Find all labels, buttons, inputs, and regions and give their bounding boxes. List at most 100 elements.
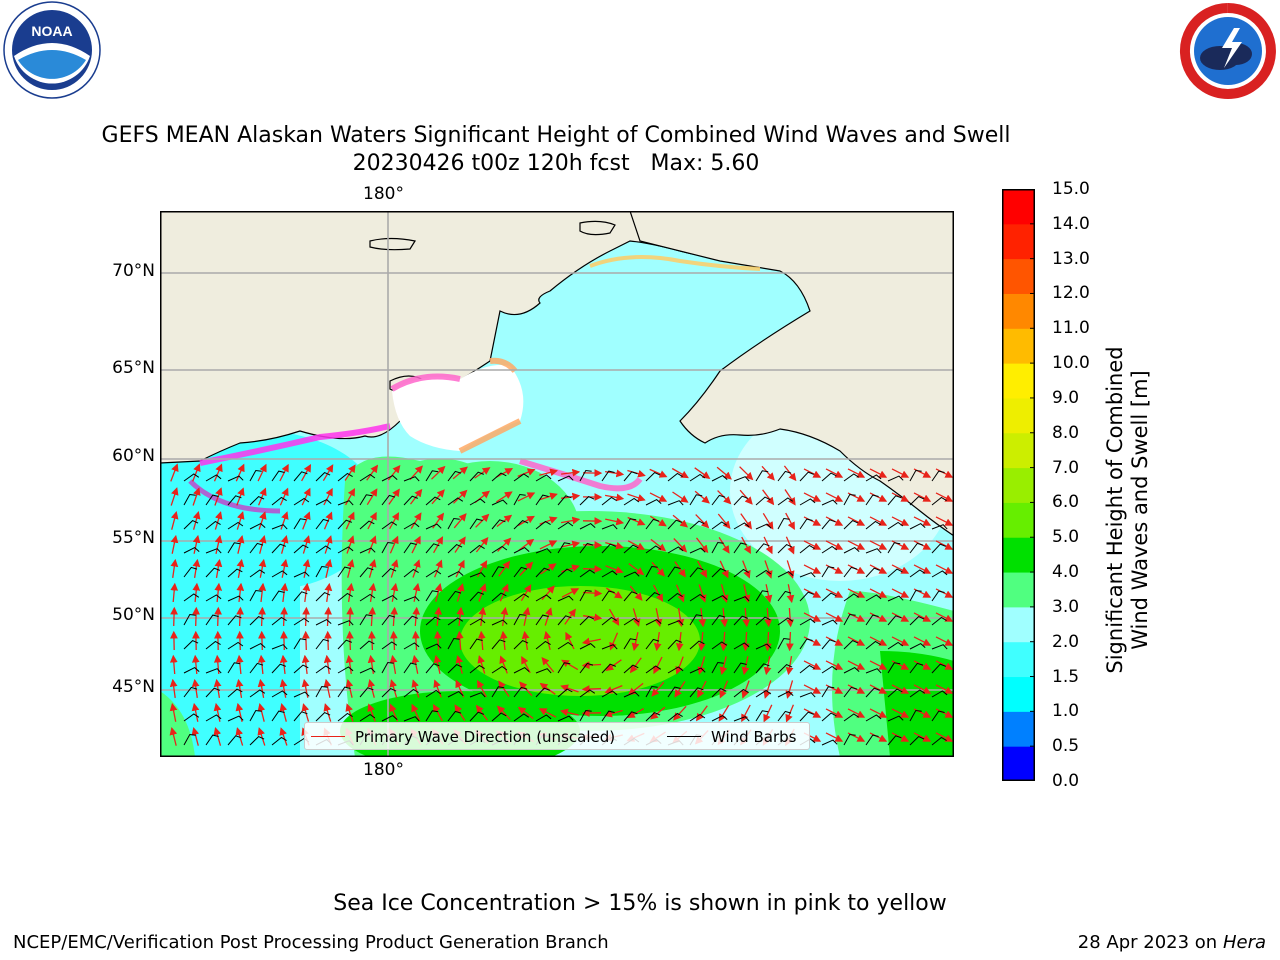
wave-direction-arrow [302, 630, 310, 651]
wave-direction-arrow [235, 463, 245, 482]
wave-direction-arrow [257, 463, 267, 482]
wave-direction-arrow [632, 608, 641, 627]
wind-barb [183, 733, 196, 746]
wave-direction-arrow [935, 636, 954, 646]
wind-barb [689, 567, 704, 578]
wind-barb [667, 620, 684, 626]
wind-barb [667, 500, 684, 506]
wave-direction-arrow [718, 537, 730, 554]
wave-direction-arrow [606, 587, 623, 599]
wave-direction-arrow [935, 660, 954, 670]
wave-direction-arrow [257, 727, 266, 746]
wave-direction-arrow [213, 678, 222, 699]
wind-barb [843, 613, 856, 626]
wind-barb [579, 523, 596, 530]
wind-barb [733, 716, 750, 722]
wave-direction-arrow [257, 487, 267, 506]
wind-barb [227, 641, 244, 650]
wind-barb [887, 521, 904, 530]
wind-barb [535, 668, 552, 674]
wind-barb [733, 662, 747, 674]
wind-barb [777, 544, 793, 554]
wave-direction-arrow [935, 564, 954, 574]
wave-direction-arrow [344, 464, 356, 481]
wave-direction-arrow [631, 632, 640, 652]
wave-direction-arrow [478, 606, 487, 626]
wind-barb [711, 475, 728, 482]
noaa-logo: NOAA [0, 0, 104, 100]
wind-barb [249, 643, 266, 650]
wind-barb [843, 667, 860, 674]
wave-direction-arrow [214, 582, 223, 603]
wind-barb [645, 665, 662, 674]
wave-direction-arrow [785, 512, 795, 531]
wave-direction-arrow [847, 708, 866, 718]
wind-barb [513, 473, 530, 482]
wave-direction-arrow [539, 540, 558, 550]
wave-direction-arrow [561, 540, 581, 549]
wave-direction-arrow [847, 660, 866, 670]
wind-barb [667, 686, 681, 698]
colorbar-tick-label: 14.0 [1052, 213, 1090, 234]
wind-barb [271, 470, 285, 482]
wind-barb [513, 613, 526, 626]
wind-barb [689, 520, 705, 530]
wave-direction-arrow [719, 656, 728, 675]
wind-barb [909, 589, 922, 602]
wave-direction-arrow [718, 704, 730, 722]
wind-barb [271, 710, 285, 722]
wave-direction-arrow [785, 680, 794, 699]
wind-barb [623, 518, 637, 530]
wave-direction-arrow [236, 558, 245, 579]
wind-barb [403, 596, 420, 602]
wind-barb [645, 592, 661, 602]
legend-wind-label: Wind Barbs [711, 728, 797, 746]
wind-barb [293, 497, 310, 506]
chart-title: GEFS MEAN Alaskan Waters Significant Hei… [101, 123, 1011, 148]
wave-direction-arrow [741, 536, 751, 555]
wave-direction-arrow [169, 654, 178, 675]
wind-barb [799, 544, 815, 554]
wind-barb [381, 688, 397, 698]
wave-direction-arrow [432, 512, 445, 529]
wind-barb [183, 547, 200, 554]
wave-direction-arrow [847, 588, 866, 598]
wave-direction-arrow [521, 655, 531, 674]
wave-arrow-swatch [311, 736, 345, 737]
wave-direction-arrow [409, 488, 423, 505]
wind-barb [293, 471, 308, 482]
wave-direction-arrow [495, 468, 514, 478]
wave-direction-arrow [803, 540, 822, 550]
wave-direction-arrow [672, 514, 689, 528]
wave-direction-arrow [192, 582, 201, 603]
wave-direction-arrow [653, 584, 664, 603]
wave-direction-arrow [345, 703, 354, 722]
wave-direction-arrow [891, 684, 910, 694]
nws-logo-icon [1180, 3, 1276, 99]
wave-direction-arrow [498, 560, 511, 577]
wind-barb [799, 664, 815, 674]
colorbar-tick-label: 4.0 [1052, 562, 1080, 583]
wind-barb [315, 472, 331, 482]
wave-direction-arrow [324, 535, 333, 554]
wind-barb [315, 518, 330, 530]
wind-barb [447, 544, 463, 554]
wind-barb [183, 473, 200, 482]
wind-barb [425, 616, 441, 626]
wave-direction-arrow [803, 708, 822, 718]
wind-barb [579, 569, 596, 578]
colorbar-band [1002, 363, 1035, 399]
colorbar-band [1002, 467, 1035, 503]
wave-direction-arrow [367, 511, 377, 530]
wind-barb [645, 499, 662, 506]
wind-barb [777, 517, 790, 530]
wind-barb [315, 685, 328, 698]
wave-direction-arrow [651, 681, 665, 697]
wind-barb [689, 593, 706, 602]
wave-direction-arrow [518, 538, 535, 551]
wave-direction-arrow [913, 516, 932, 526]
wind-barb [799, 618, 816, 626]
wave-direction-arrow [869, 588, 888, 598]
wind-barb [425, 663, 440, 674]
wind-barb [337, 546, 354, 554]
